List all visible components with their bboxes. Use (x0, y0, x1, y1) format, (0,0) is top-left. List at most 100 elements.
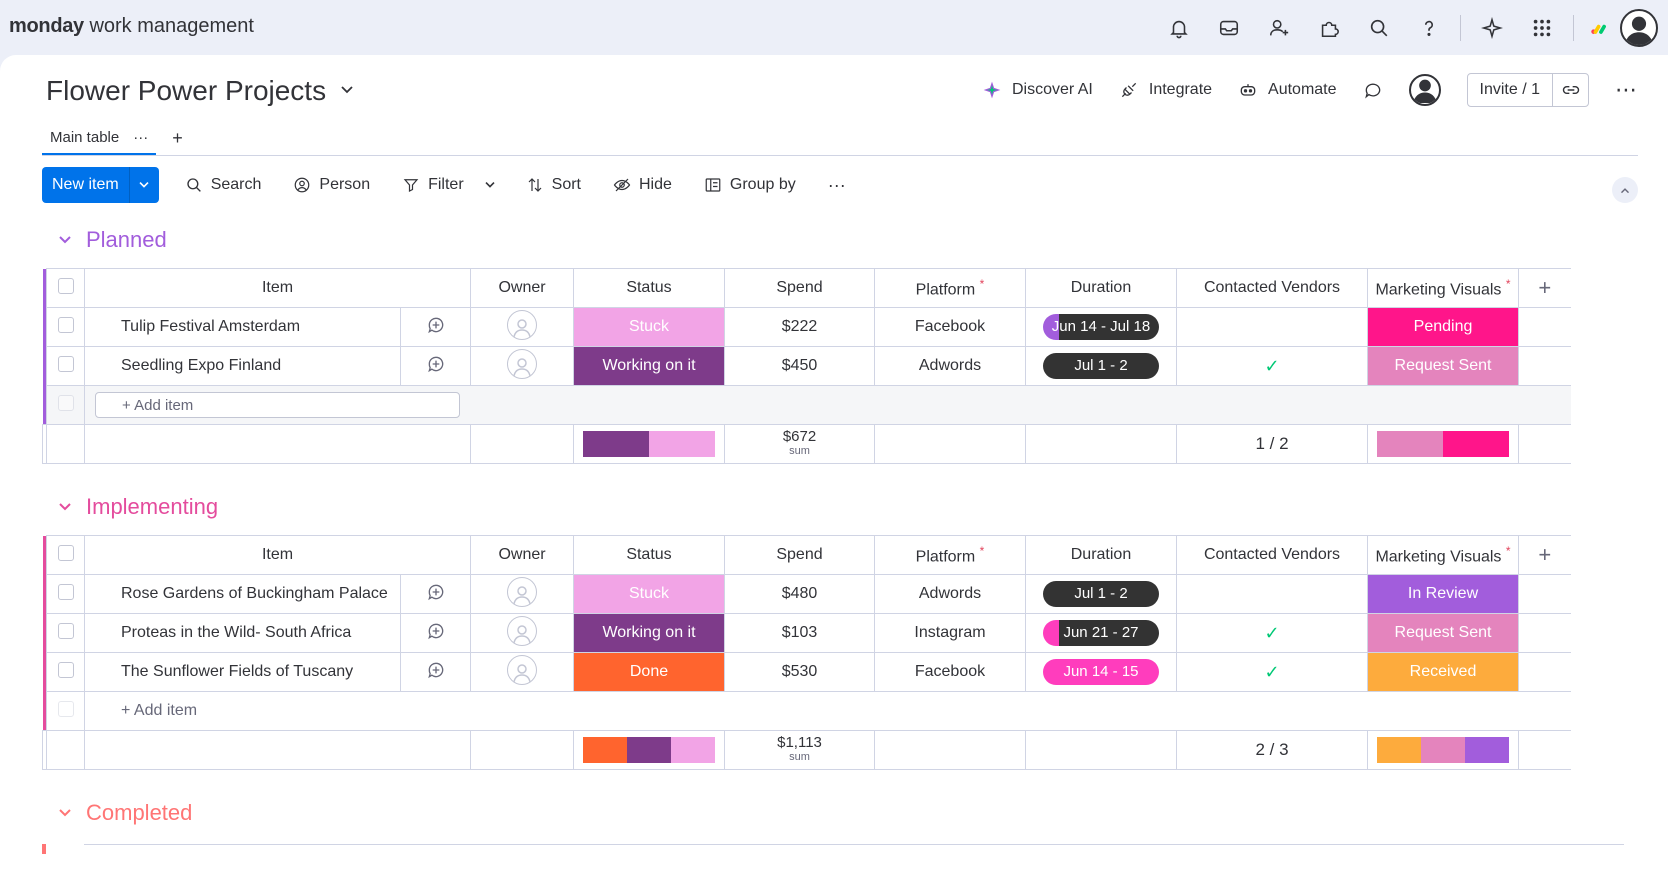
new-item-label[interactable]: New item (52, 176, 119, 193)
help-icon[interactable] (1404, 8, 1454, 48)
monday-logo-icon[interactable] (1580, 8, 1620, 48)
person-filter-button[interactable]: Person (293, 176, 370, 194)
column-header-visuals[interactable]: Marketing Visuals * (1367, 268, 1519, 308)
table-row[interactable]: Seedling Expo Finland Working on it $450… (43, 346, 1571, 386)
add-item-input[interactable]: + Add item (95, 392, 460, 418)
status-cell[interactable]: Done (573, 652, 725, 692)
item-name[interactable]: Rose Gardens of Buckingham Palace (84, 574, 401, 614)
platform-cell[interactable]: Adwords (874, 574, 1026, 614)
new-item-button[interactable]: New item (42, 167, 159, 203)
group-by-button[interactable]: Group by (704, 176, 796, 194)
add-view-button[interactable]: + (172, 127, 183, 148)
column-header-contacted[interactable]: Contacted Vendors (1176, 535, 1368, 575)
owner-cell[interactable] (470, 574, 574, 614)
add-update-icon[interactable] (400, 307, 471, 347)
group-header[interactable]: Planned (58, 225, 1571, 255)
sort-button[interactable]: Sort (526, 176, 581, 194)
platform-cell[interactable]: Facebook (874, 652, 1026, 692)
add-update-icon[interactable] (400, 652, 471, 692)
inbox-icon[interactable] (1204, 8, 1254, 48)
user-avatar-icon[interactable] (1620, 9, 1658, 47)
spend-summary[interactable]: $1,113 sum (724, 730, 875, 770)
column-header-owner[interactable]: Owner (470, 535, 574, 575)
visuals-cell[interactable]: Pending (1367, 307, 1519, 347)
column-header-status[interactable]: Status (573, 535, 725, 575)
row-checkbox[interactable] (46, 307, 85, 347)
column-header-duration[interactable]: Duration (1025, 268, 1177, 308)
visuals-summary[interactable] (1367, 730, 1519, 770)
column-header-duration[interactable]: Duration (1025, 535, 1177, 575)
discover-ai-button[interactable]: Discover AI (982, 80, 1093, 100)
row-checkbox[interactable] (46, 652, 85, 692)
contacted-summary[interactable]: 1 / 2 (1176, 424, 1368, 464)
visuals-summary[interactable] (1367, 424, 1519, 464)
ai-sparkle-icon[interactable] (1467, 8, 1517, 48)
column-header-item[interactable]: Item (84, 535, 471, 575)
bell-icon[interactable] (1154, 8, 1204, 48)
chevron-down-icon[interactable] (484, 181, 496, 189)
platform-cell[interactable]: Facebook (874, 307, 1026, 347)
chevron-down-icon[interactable] (58, 235, 72, 245)
spend-cell[interactable]: $103 (724, 613, 875, 653)
contacted-cell[interactable] (1176, 307, 1368, 347)
status-cell[interactable]: Stuck (573, 574, 725, 614)
owner-cell[interactable] (470, 307, 574, 347)
add-update-icon[interactable] (400, 613, 471, 653)
table-row[interactable]: The Sunflower Fields of Tuscany Done $53… (43, 652, 1571, 692)
add-item-cell[interactable]: + Add item (84, 691, 1571, 731)
owner-cell[interactable] (470, 346, 574, 386)
column-header-visuals[interactable]: Marketing Visuals * (1367, 535, 1519, 575)
invite-button[interactable]: Invite / 1 (1466, 73, 1589, 107)
duration-cell[interactable]: Jun 21 - 27 (1025, 613, 1177, 653)
table-row[interactable]: Tulip Festival Amsterdam Stuck $222 Face… (43, 307, 1571, 347)
more-toolbar-icon[interactable]: ··· (827, 174, 846, 195)
collapse-header-icon[interactable] (1612, 177, 1638, 203)
more-options-icon[interactable]: ⋯ (1615, 77, 1638, 102)
search-button[interactable]: Search (185, 176, 261, 194)
item-name[interactable]: Proteas in the Wild- South Africa (84, 613, 401, 653)
spend-cell[interactable]: $222 (724, 307, 875, 347)
integrate-button[interactable]: Integrate (1119, 80, 1212, 100)
brand-logo[interactable]: monday work management (9, 15, 254, 37)
hide-button[interactable]: Hide (613, 176, 672, 194)
chevron-down-icon[interactable] (128, 167, 159, 203)
duration-cell[interactable]: Jun 14 - Jul 18 (1025, 307, 1177, 347)
select-all-checkbox[interactable] (46, 535, 85, 575)
board-owner-avatar[interactable] (1408, 74, 1441, 106)
visuals-cell[interactable]: Request Sent (1367, 346, 1519, 386)
column-header-item[interactable]: Item (84, 268, 471, 308)
visuals-cell[interactable]: Request Sent (1367, 613, 1519, 653)
spend-summary[interactable]: $672 sum (724, 424, 875, 464)
column-header-status[interactable]: Status (573, 268, 725, 308)
status-cell[interactable]: Working on it (573, 346, 725, 386)
owner-cell[interactable] (470, 613, 574, 653)
comment-icon[interactable] (1363, 80, 1383, 100)
table-row[interactable]: Proteas in the Wild- South Africa Workin… (43, 613, 1571, 653)
item-name[interactable]: The Sunflower Fields of Tuscany (84, 652, 401, 692)
group-title[interactable]: Planned (86, 227, 167, 252)
group-title[interactable]: Implementing (86, 494, 219, 519)
contacted-cell[interactable] (1176, 574, 1368, 614)
row-checkbox[interactable] (46, 574, 85, 614)
column-header-spend[interactable]: Spend (724, 268, 875, 308)
spend-cell[interactable]: $450 (724, 346, 875, 386)
board-title[interactable]: Flower Power Projects (46, 75, 354, 107)
select-all-checkbox[interactable] (46, 268, 85, 308)
column-header-owner[interactable]: Owner (470, 268, 574, 308)
group-header[interactable]: Completed (58, 798, 192, 828)
contacted-cell[interactable]: ✓ (1176, 613, 1368, 653)
spend-cell[interactable]: $480 (724, 574, 875, 614)
item-name[interactable]: Tulip Festival Amsterdam (84, 307, 401, 347)
automate-button[interactable]: Automate (1238, 80, 1337, 100)
contacted-cell[interactable]: ✓ (1176, 652, 1368, 692)
add-column-button[interactable]: + (1518, 535, 1571, 575)
owner-cell[interactable] (470, 652, 574, 692)
table-row[interactable]: Rose Gardens of Buckingham Palace Stuck … (43, 574, 1571, 614)
status-summary[interactable] (573, 730, 725, 770)
contacted-summary[interactable]: 2 / 3 (1176, 730, 1368, 770)
chevron-down-icon[interactable] (58, 808, 72, 818)
apps-icon[interactable] (1304, 8, 1354, 48)
copy-link-icon[interactable] (1552, 74, 1588, 106)
row-checkbox[interactable] (46, 613, 85, 653)
duration-cell[interactable]: Jul 1 - 2 (1025, 574, 1177, 614)
